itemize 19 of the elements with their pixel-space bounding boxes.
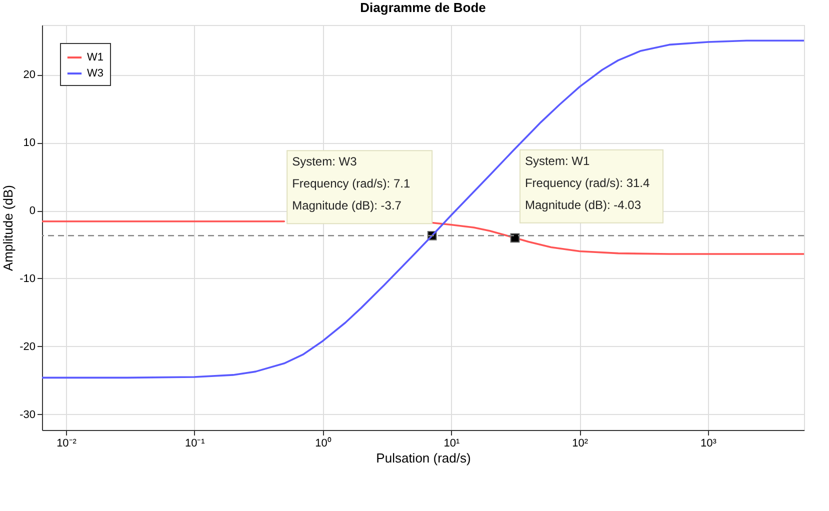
- y-tick-label: 10: [23, 137, 36, 150]
- y-tick-label: 20: [23, 69, 36, 82]
- y-axis-title: Amplitude (dB): [0, 185, 16, 271]
- legend-label: W3: [87, 68, 104, 80]
- x-tick-label: 10¹: [444, 438, 460, 450]
- annotation: System: W1 Frequency (rad/s): 31.4 Magnitude (dB): -4.03: [524, 154, 650, 212]
- x-tick-label: 10²: [572, 438, 588, 450]
- x-axis-title: Pulsation (rad/s): [376, 450, 471, 466]
- x-tick-label: 10⁻²: [56, 438, 77, 450]
- legend-label: W1: [87, 52, 104, 64]
- x-tick-label: 10⁻¹: [184, 438, 206, 450]
- y-tick-label: -20: [20, 340, 36, 353]
- y-tick-label: -30: [20, 408, 36, 421]
- chart-title: Diagramme de Bode: [360, 0, 486, 15]
- y-tick-label: -10: [20, 272, 36, 285]
- x-tick-label: 10⁰: [315, 436, 332, 450]
- x-tick-label: 10³: [700, 438, 717, 450]
- annotation: System: W3 Frequency (rad/s): 7.1 Magnitude (dB): -3.7: [292, 154, 410, 213]
- y-tick-label: 0: [29, 205, 36, 218]
